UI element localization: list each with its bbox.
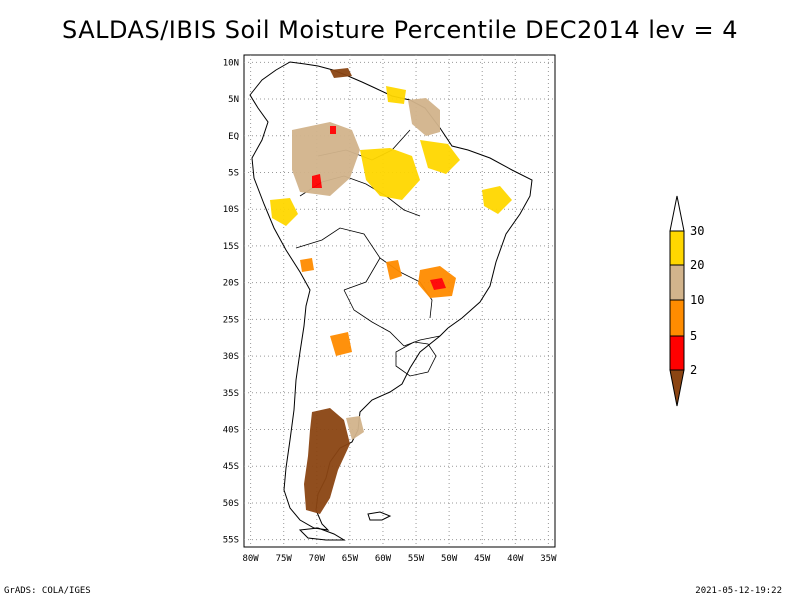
patch-guiana-tan <box>408 98 440 136</box>
legend-label: 30 <box>690 224 704 238</box>
lon-tick-label: 50W <box>441 554 458 564</box>
lat-tick-label: 20S <box>223 279 239 289</box>
patch-tan-2 <box>346 416 364 440</box>
patch-yellow-1 <box>360 148 420 200</box>
legend-swatch <box>669 299 685 337</box>
legend-label: 10 <box>690 293 704 307</box>
lon-tick-label: 70W <box>309 554 326 564</box>
patch-orange-3 <box>330 332 352 356</box>
lat-tick-label: 45S <box>223 462 239 472</box>
lat-tick-label: 5S <box>228 168 239 178</box>
lon-tick-label: 65W <box>342 554 359 564</box>
lon-tick-label: 80W <box>242 554 259 564</box>
uruguay-border <box>395 341 437 377</box>
legend-swatch <box>669 335 685 371</box>
lat-tick-label: 50S <box>223 499 239 509</box>
lat-tick-label: 35S <box>223 389 239 399</box>
map-title: SALDAS/IBIS Soil Moisture Percentile DEC… <box>62 16 738 44</box>
lat-tick-label: 30S <box>223 352 239 362</box>
lon-tick-label: 75W <box>276 554 293 564</box>
latitude-labels: 10N 5N EQ 5S 10S 15S 20S 25S 30S 35S 40S 45S 50S 55S <box>223 58 239 545</box>
lat-tick-label: 5N <box>228 95 239 105</box>
lat-tick-label: 15S <box>223 242 239 252</box>
legend-label: 2 <box>690 363 697 377</box>
moisture-patches <box>270 68 512 514</box>
legend-arrow-bottom <box>669 369 685 407</box>
patch-amazon-tan <box>292 122 360 196</box>
legend: 30 20 10 5 2 <box>669 195 704 407</box>
footer-credit: GrADS: COLA/IGES <box>4 586 91 596</box>
legend-swatch <box>669 264 685 301</box>
tierra-del-fuego <box>298 527 346 541</box>
lat-tick-label: 25S <box>223 315 239 325</box>
lat-tick-label: 40S <box>223 426 239 436</box>
gridlines <box>244 55 555 547</box>
lon-tick-label: 35W <box>540 554 557 564</box>
legend-label: 20 <box>690 258 704 272</box>
falkland-islands <box>367 511 392 521</box>
lon-tick-label: 40W <box>507 554 524 564</box>
lat-tick-label: 55S <box>223 536 239 546</box>
patch-red-2 <box>312 174 322 188</box>
patch-orange-2 <box>386 260 402 280</box>
legend-label: 5 <box>690 329 697 343</box>
patch-orange-4 <box>300 258 314 272</box>
lat-tick-label: EQ <box>228 132 239 142</box>
lon-tick-label: 60W <box>375 554 392 564</box>
patch-brown-2 <box>330 68 352 78</box>
patch-red-1 <box>430 278 446 290</box>
footer-timestamp: 2021-05-12-19:22 <box>695 586 782 596</box>
lon-tick-label: 55W <box>408 554 425 564</box>
lon-tick-label: 45W <box>474 554 491 564</box>
patch-yellow-2 <box>420 140 460 174</box>
patch-brown-1 <box>304 408 350 514</box>
lat-tick-label: 10S <box>223 205 239 215</box>
lat-tick-label: 10N <box>223 58 239 68</box>
plot-frame <box>243 54 556 548</box>
patch-red-3 <box>330 126 336 134</box>
legend-swatch <box>669 230 685 266</box>
patch-yellow-3 <box>482 186 512 214</box>
longitude-labels: 80W 75W 70W 65W 60W 55W 50W 45W 40W 35W <box>242 554 557 564</box>
patch-yellow-4 <box>270 198 298 226</box>
legend-arrow-top <box>669 195 685 232</box>
patch-yellow-5 <box>386 86 406 104</box>
